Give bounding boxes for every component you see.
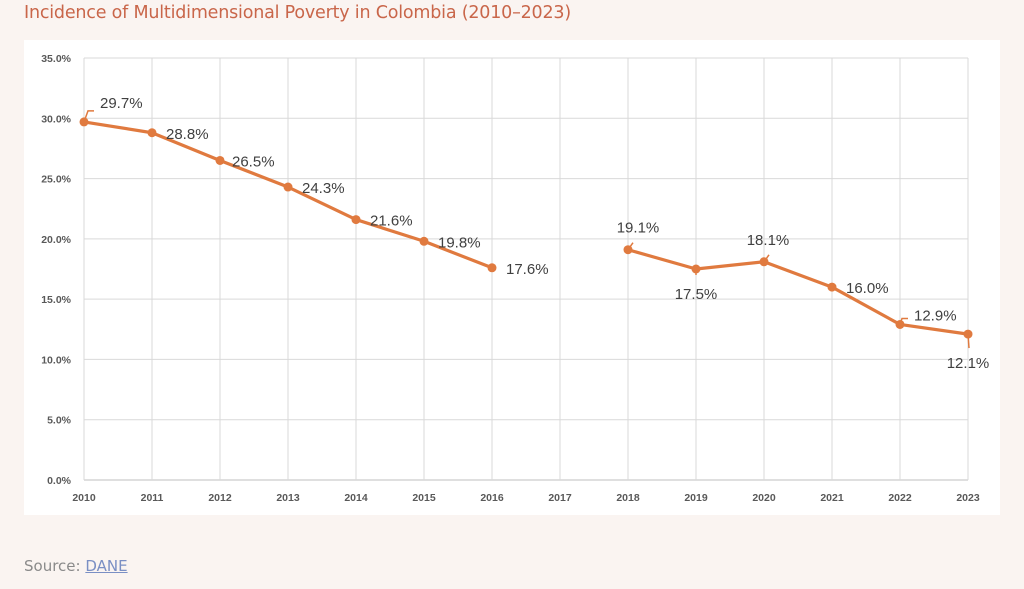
data-point <box>147 128 157 138</box>
leader-line <box>627 242 634 251</box>
data-point <box>487 263 497 273</box>
x-tick-label: 2010 <box>72 492 96 504</box>
data-point <box>283 182 293 192</box>
y-tick-label: 5.0% <box>47 415 72 427</box>
leader-line <box>83 110 94 123</box>
data-label: 28.8% <box>166 126 209 143</box>
leader-line <box>967 334 970 349</box>
data-label: 29.7% <box>100 95 143 112</box>
x-tick-label: 2022 <box>888 492 912 504</box>
data-label: 12.1% <box>947 355 990 372</box>
data-point <box>419 236 429 246</box>
y-tick-label: 25.0% <box>41 174 71 186</box>
data-label: 19.8% <box>438 234 481 251</box>
line-chart: 0.0% 5.0% 10.0% 15.0% 20.0% 25.0% 30.0% 35.0% 20… <box>41 53 990 504</box>
data-label: 17.5% <box>675 286 718 303</box>
y-tick-label: 30.0% <box>41 113 71 125</box>
source-link-dane[interactable]: DANE <box>85 557 128 575</box>
x-tick-label: 2016 <box>480 492 504 504</box>
data-point <box>215 155 225 165</box>
x-tick-label: 2021 <box>820 492 844 504</box>
leader-line <box>763 254 770 263</box>
x-tick-label: 2017 <box>548 492 572 504</box>
data-label: 21.6% <box>370 213 413 230</box>
x-tick-label: 2020 <box>752 492 776 504</box>
x-tick-label: 2023 <box>956 492 980 504</box>
x-tick-label: 2013 <box>276 492 300 504</box>
source-prefix: Source: <box>24 557 86 575</box>
data-label: 19.1% <box>617 220 660 237</box>
x-tick-label: 2019 <box>684 492 708 504</box>
data-point <box>351 215 361 225</box>
x-tick-label: 2014 <box>344 492 368 504</box>
y-tick-label: 20.0% <box>41 234 71 246</box>
chart-title: Incidence of Multidimensional Poverty in… <box>24 3 571 23</box>
chart-panel: 0.0% 5.0% 10.0% 15.0% 20.0% 25.0% 30.0% 35.0% 20… <box>24 40 1000 515</box>
data-label: 17.6% <box>506 261 549 278</box>
source-note: Source: DANE <box>24 557 128 575</box>
data-label: 26.5% <box>232 153 275 170</box>
y-tick-label: 0.0% <box>47 475 72 487</box>
x-tick-label: 2011 <box>141 492 164 504</box>
data-label: 24.3% <box>302 180 345 197</box>
series-line <box>627 248 969 336</box>
leader-line <box>899 317 908 325</box>
x-tick-label: 2018 <box>616 492 640 504</box>
x-tick-label: 2012 <box>208 492 232 504</box>
y-tick-label: 10.0% <box>41 354 71 366</box>
x-tick-label: 2015 <box>412 492 436 504</box>
data-point <box>827 282 837 292</box>
y-tick-label: 15.0% <box>41 294 71 306</box>
data-label: 16.0% <box>846 280 889 297</box>
data-label: 12.9% <box>914 307 957 324</box>
y-tick-label: 35.0% <box>41 53 71 65</box>
data-label: 18.1% <box>747 232 790 249</box>
